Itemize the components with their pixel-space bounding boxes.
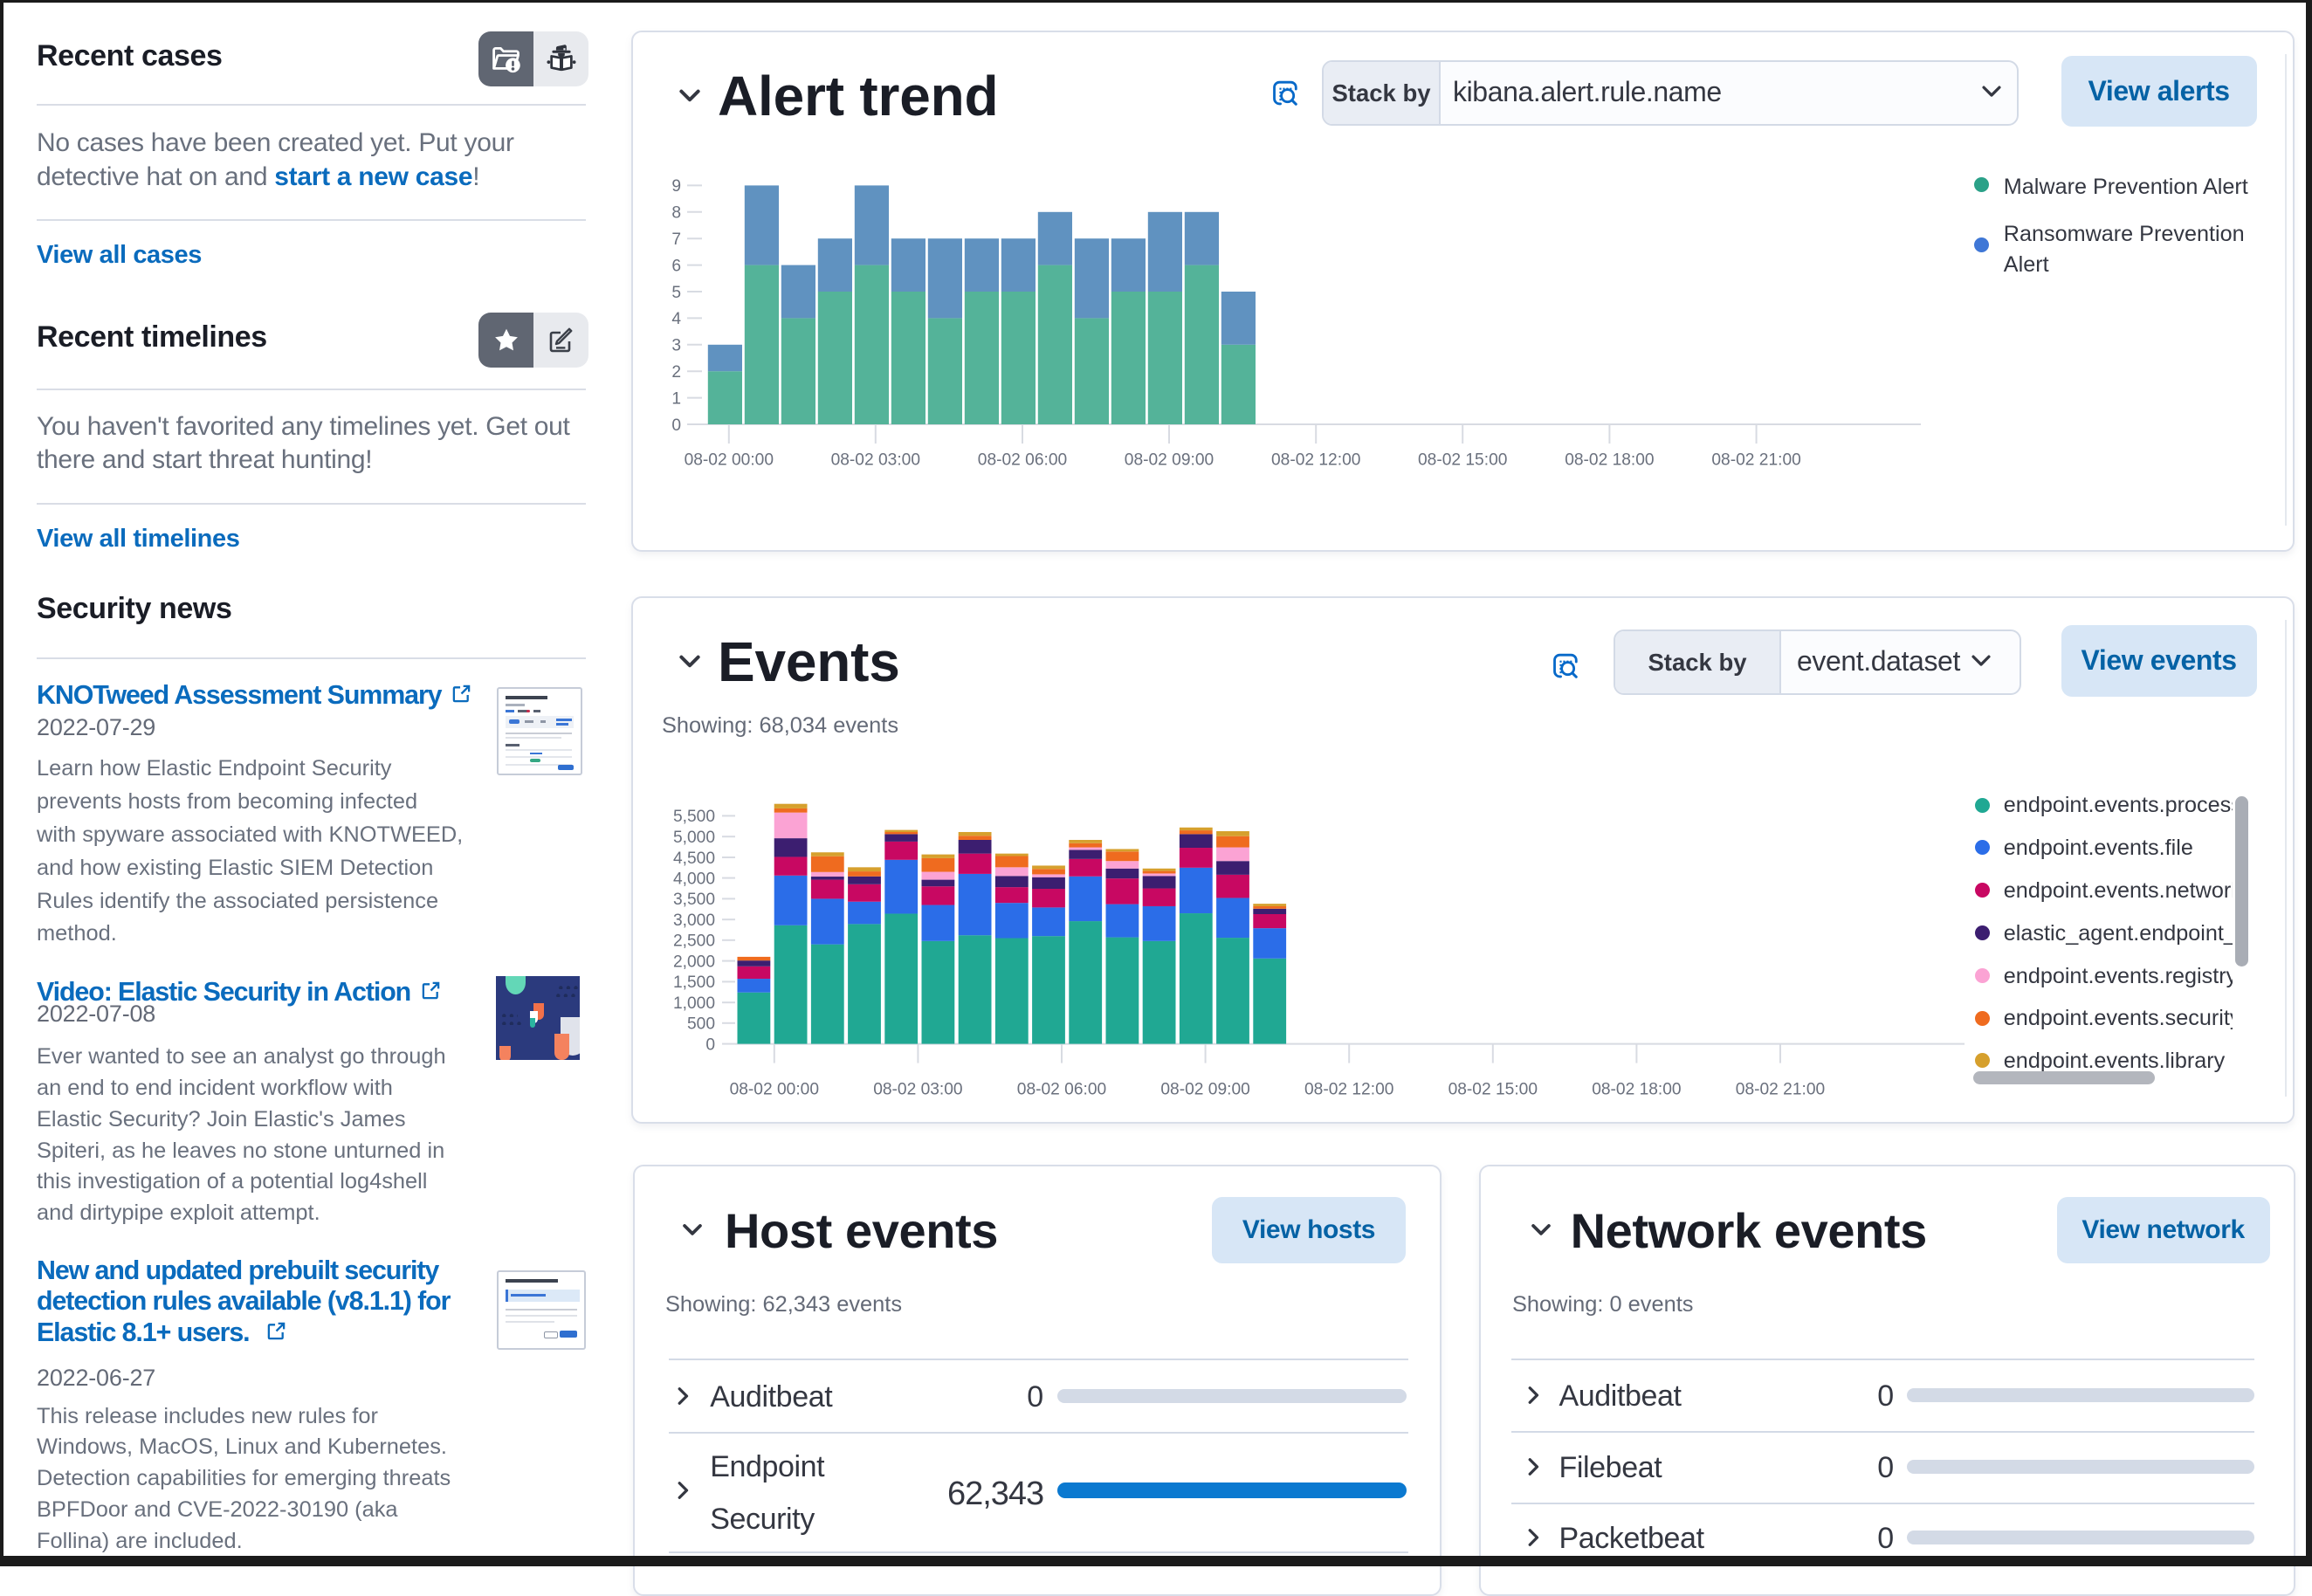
svg-text:08-02 03:00: 08-02 03:00 <box>873 1081 962 1099</box>
svg-text:9: 9 <box>671 177 681 196</box>
svg-text:08-02 18:00: 08-02 18:00 <box>1565 451 1654 469</box>
svg-text:08-02 21:00: 08-02 21:00 <box>1711 451 1800 469</box>
svg-text:6: 6 <box>671 257 681 275</box>
svg-text:7: 7 <box>671 230 681 249</box>
svg-text:1: 1 <box>671 389 681 408</box>
svg-text:3: 3 <box>671 337 681 355</box>
svg-text:08-02 15:00: 08-02 15:00 <box>1418 451 1507 469</box>
svg-text:08-02 03:00: 08-02 03:00 <box>831 451 920 469</box>
svg-text:08-02 09:00: 08-02 09:00 <box>1160 1081 1249 1099</box>
svg-text:5,500: 5,500 <box>673 808 715 826</box>
svg-text:2,500: 2,500 <box>673 932 715 951</box>
svg-text:4: 4 <box>671 310 681 328</box>
svg-text:4,000: 4,000 <box>673 870 715 888</box>
svg-text:5: 5 <box>671 284 681 302</box>
svg-text:0: 0 <box>705 1035 715 1054</box>
svg-text:1,000: 1,000 <box>673 994 715 1013</box>
svg-text:08-02 06:00: 08-02 06:00 <box>1017 1081 1106 1099</box>
svg-text:08-02 12:00: 08-02 12:00 <box>1304 1081 1393 1099</box>
svg-text:08-02 21:00: 08-02 21:00 <box>1736 1081 1825 1099</box>
svg-text:08-02 06:00: 08-02 06:00 <box>978 451 1067 469</box>
svg-text:5,000: 5,000 <box>673 829 715 847</box>
svg-text:500: 500 <box>687 1015 715 1034</box>
svg-text:2: 2 <box>671 363 681 382</box>
svg-text:4,500: 4,500 <box>673 850 715 868</box>
svg-text:08-02 15:00: 08-02 15:00 <box>1448 1081 1538 1099</box>
svg-text:8: 8 <box>671 204 681 223</box>
svg-text:08-02 00:00: 08-02 00:00 <box>685 451 774 469</box>
svg-text:1,500: 1,500 <box>673 973 715 992</box>
svg-text:0: 0 <box>671 416 681 435</box>
svg-text:08-02 18:00: 08-02 18:00 <box>1592 1081 1681 1099</box>
svg-text:08-02 00:00: 08-02 00:00 <box>730 1081 819 1099</box>
svg-text:3,500: 3,500 <box>673 891 715 909</box>
svg-text:08-02 09:00: 08-02 09:00 <box>1125 451 1214 469</box>
svg-text:2,000: 2,000 <box>673 953 715 971</box>
svg-text:08-02 12:00: 08-02 12:00 <box>1271 451 1360 469</box>
svg-text:3,000: 3,000 <box>673 912 715 930</box>
